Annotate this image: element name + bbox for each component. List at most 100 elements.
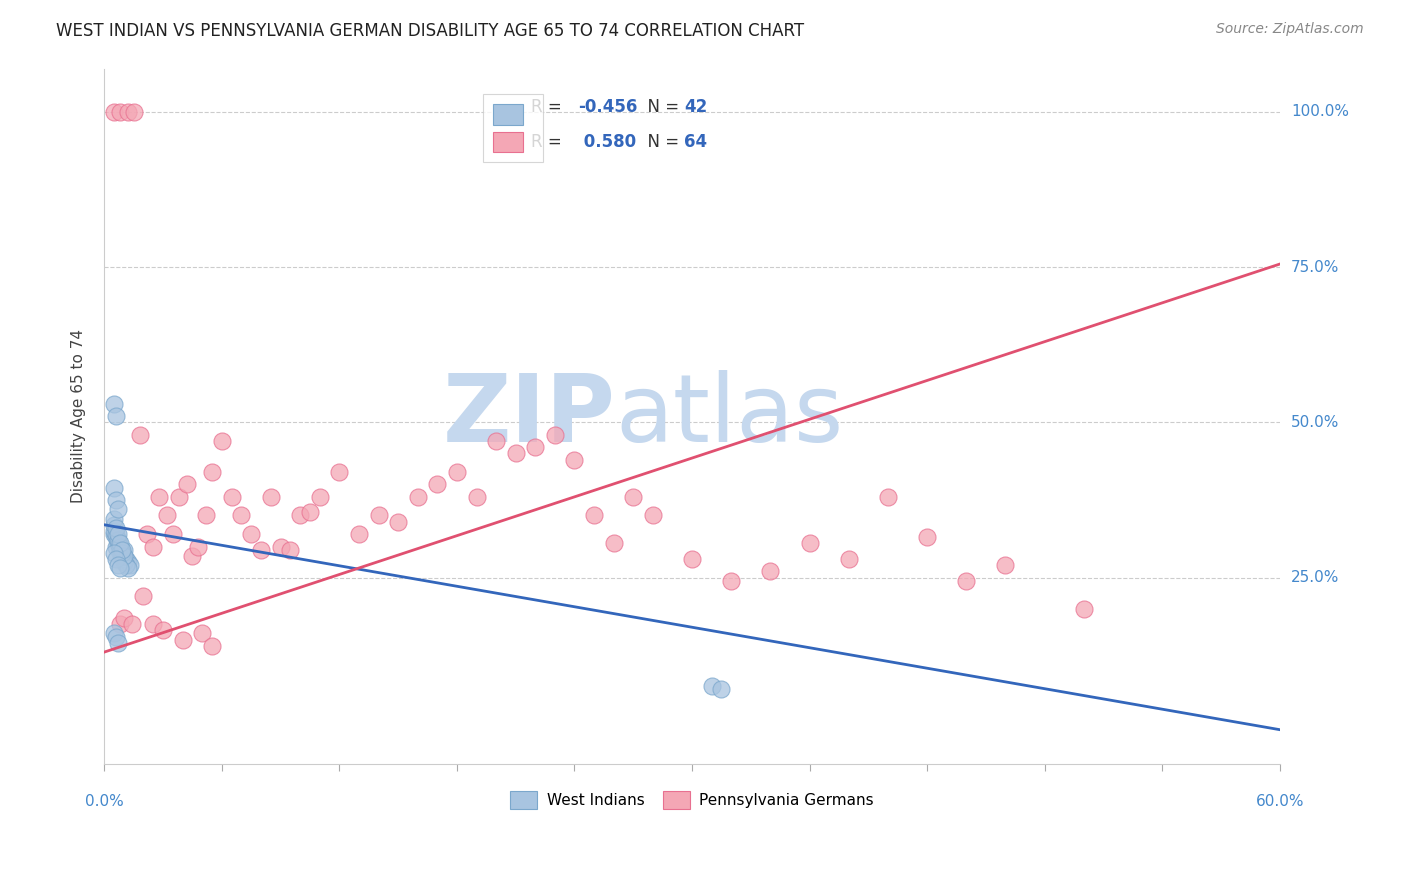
Point	[621, 490, 644, 504]
Point	[112, 549, 135, 563]
Point	[105, 409, 128, 424]
Point	[122, 105, 145, 120]
Text: atlas: atlas	[616, 370, 844, 462]
Point	[260, 490, 283, 504]
Point	[108, 105, 131, 120]
Point	[105, 521, 128, 535]
Point	[108, 536, 131, 550]
Point	[108, 546, 131, 560]
Point	[877, 490, 900, 504]
Point	[485, 434, 508, 448]
Legend: West Indians, Pennsylvania Germans: West Indians, Pennsylvania Germans	[503, 784, 880, 815]
Point	[107, 533, 129, 548]
Text: 0.580: 0.580	[578, 133, 636, 151]
Point	[328, 465, 350, 479]
Point	[799, 536, 821, 550]
Point	[187, 540, 209, 554]
Point	[111, 549, 134, 563]
Point	[156, 508, 179, 523]
Point	[107, 502, 129, 516]
Point	[112, 611, 135, 625]
Point	[103, 527, 125, 541]
Point	[108, 540, 131, 554]
Text: -0.456: -0.456	[578, 98, 637, 117]
Point	[121, 617, 143, 632]
Point	[162, 527, 184, 541]
Point	[103, 105, 125, 120]
Point	[465, 490, 488, 504]
Point	[103, 524, 125, 538]
Text: 25.0%: 25.0%	[1291, 570, 1339, 585]
Point	[367, 508, 389, 523]
Point	[128, 427, 150, 442]
Point	[103, 517, 125, 532]
Point	[446, 465, 468, 479]
Point	[118, 558, 141, 573]
Point	[195, 508, 218, 523]
Point	[602, 536, 624, 550]
Point	[915, 530, 938, 544]
Point	[108, 617, 131, 632]
Point	[544, 427, 567, 442]
Point	[103, 511, 125, 525]
Point	[136, 527, 159, 541]
Point	[167, 490, 190, 504]
Point	[105, 630, 128, 644]
Point	[142, 540, 165, 554]
Point	[250, 542, 273, 557]
Point	[1073, 601, 1095, 615]
Point	[148, 490, 170, 504]
Text: R =: R =	[531, 98, 567, 117]
Text: 100.0%: 100.0%	[1291, 104, 1348, 120]
Point	[103, 626, 125, 640]
Point	[290, 508, 312, 523]
Point	[111, 546, 134, 560]
Point	[838, 552, 860, 566]
Text: N =: N =	[637, 133, 685, 151]
Text: WEST INDIAN VS PENNSYLVANIA GERMAN DISABILITY AGE 65 TO 74 CORRELATION CHART: WEST INDIAN VS PENNSYLVANIA GERMAN DISAB…	[56, 22, 804, 40]
Point	[107, 533, 129, 548]
Point	[700, 679, 723, 693]
Point	[103, 481, 125, 495]
Point	[107, 636, 129, 650]
Point	[201, 639, 224, 653]
Point	[201, 465, 224, 479]
Text: 0.0%: 0.0%	[84, 795, 124, 809]
Point	[298, 505, 321, 519]
Point	[108, 561, 131, 575]
Point	[112, 542, 135, 557]
Text: 50.0%: 50.0%	[1291, 415, 1339, 430]
Point	[191, 626, 214, 640]
Point	[406, 490, 429, 504]
Point	[107, 536, 129, 550]
Point	[107, 558, 129, 573]
Point	[105, 527, 128, 541]
Point	[720, 574, 742, 588]
Point	[111, 542, 134, 557]
Point	[505, 446, 527, 460]
Point	[107, 527, 129, 541]
Point	[152, 624, 174, 638]
Point	[710, 682, 733, 697]
Point	[103, 397, 125, 411]
Point	[103, 546, 125, 560]
Point	[115, 552, 138, 566]
Text: 64: 64	[683, 133, 707, 151]
Point	[117, 105, 139, 120]
Point	[994, 558, 1017, 573]
Point	[240, 527, 263, 541]
Text: N =: N =	[637, 98, 685, 117]
Text: R =: R =	[531, 133, 567, 151]
Point	[231, 508, 253, 523]
Point	[211, 434, 233, 448]
Text: Source: ZipAtlas.com: Source: ZipAtlas.com	[1216, 22, 1364, 37]
Text: 42: 42	[683, 98, 707, 117]
Point	[280, 542, 302, 557]
Point	[347, 527, 370, 541]
Point	[142, 617, 165, 632]
Point	[105, 552, 128, 566]
Text: ZIP: ZIP	[443, 370, 616, 462]
Point	[132, 589, 155, 603]
Point	[221, 490, 243, 504]
Point	[117, 555, 139, 569]
